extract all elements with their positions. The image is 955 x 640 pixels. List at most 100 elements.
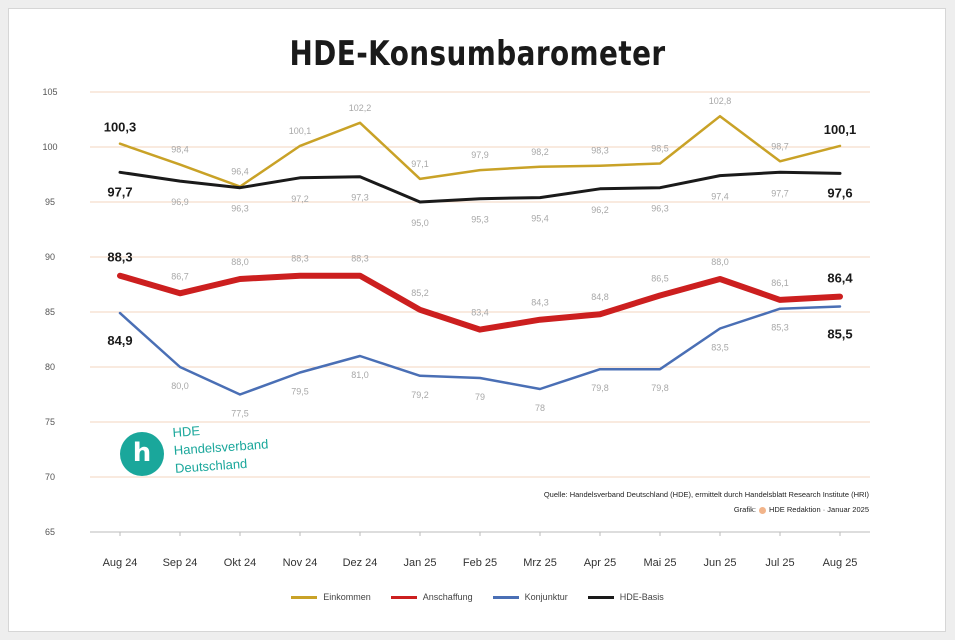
data-labels: 100,3 98,4 96,4 100,1 102,2 97,1 97,9 98,2 98,3 9…	[104, 96, 857, 418]
legend-label: HDE-Basis	[619, 592, 664, 602]
x-tick-label: Okt 24	[224, 557, 256, 569]
series-line-anschaffung	[117, 272, 843, 333]
x-tick-label: Jul 25	[765, 557, 794, 569]
data-label: 97,4	[711, 192, 729, 202]
data-label: 85,2	[411, 288, 429, 298]
y-tick-label: 105	[42, 87, 57, 97]
y-tick-label: 65	[45, 527, 55, 537]
data-label: 85,3	[771, 323, 789, 333]
data-label: 83,5	[711, 343, 729, 353]
y-tick-label: 85	[45, 307, 55, 317]
chart-card	[8, 8, 946, 632]
data-label: 95,4	[531, 214, 549, 224]
data-label: 97,3	[351, 193, 369, 203]
x-tick-label: Jun 25	[703, 557, 736, 569]
data-label: 86,5	[651, 274, 669, 284]
legend-item: Konjunktur	[492, 592, 568, 602]
data-label: 102,8	[709, 96, 732, 106]
legend-label: Konjunktur	[524, 592, 568, 602]
legend-swatch	[492, 596, 519, 600]
data-label: 100,1	[824, 122, 857, 137]
data-label: 97,2	[291, 194, 309, 204]
y-tick-label: 100	[42, 142, 57, 152]
x-tick-label: Jan 25	[403, 557, 436, 569]
y-tick-label: 80	[45, 362, 55, 372]
source-line: Quelle: Handelsverband Deutschland (HDE)…	[543, 490, 869, 499]
data-label: 79,8	[591, 383, 609, 393]
y-tick-label: 75	[45, 417, 55, 427]
data-label: 98,7	[771, 141, 789, 151]
data-label: 96,3	[231, 204, 249, 214]
x-tick-label: Sep 24	[163, 557, 198, 569]
x-tick-label: Dez 24	[343, 557, 378, 569]
x-tick-label: Mai 25	[643, 557, 676, 569]
x-axis: Aug 24 Sep 24 Okt 24 Nov 24 Dez 24 Jan 25 Feb …	[90, 531, 870, 569]
data-label: 96,2	[591, 205, 609, 215]
data-label: 88,3	[351, 254, 369, 264]
legend-item: Einkommen	[291, 592, 371, 602]
data-label: 84,9	[107, 333, 132, 348]
data-label: 102,2	[349, 103, 372, 113]
y-tick-label: 70	[45, 472, 55, 482]
data-label: 85,5	[827, 327, 852, 342]
data-label: 88,0	[231, 257, 249, 267]
x-tick-label: Aug 24	[103, 557, 138, 569]
data-label: 88,0	[711, 257, 729, 267]
x-tick-label: Mrz 25	[523, 557, 557, 569]
data-label: 98,2	[531, 147, 549, 157]
data-label: 83,4	[471, 308, 489, 318]
legend-label: Einkommen	[323, 592, 371, 602]
data-label: 98,4	[171, 145, 189, 155]
data-label: 86,1	[771, 278, 789, 288]
data-label: 86,4	[827, 271, 853, 286]
legend-swatch	[390, 596, 417, 600]
credit-suffix: HDE Redaktion · Januar 2025	[768, 505, 869, 514]
data-label: 97,1	[411, 159, 429, 169]
credit-line: Grafik: HDE Redaktion · Januar 2025	[544, 502, 869, 517]
legend-swatch	[291, 596, 318, 600]
y-axis: 65 70 75 80 85 90 95 100 105	[42, 87, 57, 537]
data-label: 95,0	[411, 218, 429, 228]
hde-logo: h HDE Handelsverband Deutschland	[120, 423, 340, 504]
legend-item: Anschaffung	[390, 592, 473, 602]
legend-label: Anschaffung	[422, 592, 473, 602]
data-label: 79	[475, 392, 485, 402]
series-line-hde-basis	[118, 170, 842, 204]
legend-item: HDE-Basis	[587, 592, 664, 602]
data-label: 79,8	[651, 383, 669, 393]
hde-logo-mark: h	[120, 432, 164, 476]
series-lines	[117, 114, 843, 396]
x-tick-label: Feb 25	[463, 557, 497, 569]
x-tick-label: Nov 24	[283, 557, 318, 569]
data-label: 79,2	[411, 390, 429, 400]
data-label: 96,3	[651, 204, 669, 214]
legend: Einkommen Anschaffung Konjunktur HDE-Basis	[0, 592, 955, 602]
data-label: 96,4	[231, 167, 249, 177]
credit-prefix: Grafik:	[733, 505, 756, 514]
data-label: 84,3	[531, 298, 549, 308]
credit-dot	[758, 506, 766, 514]
data-label: 79,5	[291, 387, 309, 397]
chart-title: HDE-Konsumbarometer	[289, 34, 666, 74]
data-label: 88,3	[107, 250, 132, 265]
data-label: 100,1	[289, 126, 312, 136]
source-note: Quelle: Handelsverband Deutschland (HDE)…	[544, 487, 869, 517]
data-label: 81,0	[351, 370, 369, 380]
data-label: 97,7	[771, 188, 789, 198]
data-label: 78	[535, 403, 545, 413]
data-label: 98,3	[591, 146, 609, 156]
data-label: 95,3	[471, 215, 489, 225]
data-label: 97,6	[827, 185, 852, 200]
series-line-konjunktur	[118, 305, 842, 396]
data-label: 77,5	[231, 409, 249, 419]
data-label: 100,3	[104, 120, 137, 135]
y-tick-label: 90	[45, 252, 55, 262]
data-label: 80,0	[171, 381, 189, 391]
data-label: 88,3	[291, 254, 309, 264]
data-label: 84,8	[591, 292, 609, 302]
data-label: 97,7	[107, 184, 132, 199]
legend-swatch	[587, 596, 614, 600]
x-tick-label: Aug 25	[823, 557, 858, 569]
y-tick-label: 95	[45, 197, 55, 207]
